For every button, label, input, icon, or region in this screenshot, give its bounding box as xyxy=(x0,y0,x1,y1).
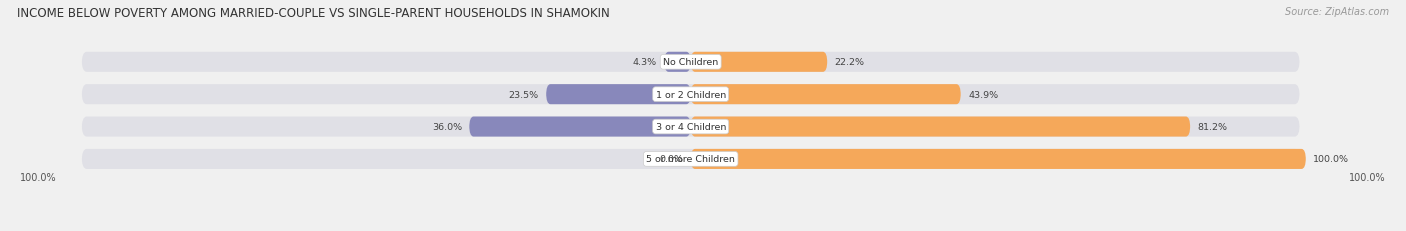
Text: Source: ZipAtlas.com: Source: ZipAtlas.com xyxy=(1285,7,1389,17)
Text: INCOME BELOW POVERTY AMONG MARRIED-COUPLE VS SINGLE-PARENT HOUSEHOLDS IN SHAMOKI: INCOME BELOW POVERTY AMONG MARRIED-COUPL… xyxy=(17,7,610,20)
FancyBboxPatch shape xyxy=(82,117,1299,137)
Text: 23.5%: 23.5% xyxy=(509,90,538,99)
FancyBboxPatch shape xyxy=(690,85,960,105)
FancyBboxPatch shape xyxy=(690,149,1306,169)
Text: 100.0%: 100.0% xyxy=(1350,172,1386,182)
Text: 0.0%: 0.0% xyxy=(659,155,683,164)
Text: No Children: No Children xyxy=(664,58,718,67)
Text: 1 or 2 Children: 1 or 2 Children xyxy=(655,90,725,99)
FancyBboxPatch shape xyxy=(546,85,690,105)
FancyBboxPatch shape xyxy=(82,85,1299,105)
Text: 4.3%: 4.3% xyxy=(633,58,657,67)
FancyBboxPatch shape xyxy=(82,52,1299,73)
FancyBboxPatch shape xyxy=(690,117,1189,137)
Text: 43.9%: 43.9% xyxy=(969,90,998,99)
Text: 100.0%: 100.0% xyxy=(20,172,56,182)
Text: 22.2%: 22.2% xyxy=(835,58,865,67)
Text: 100.0%: 100.0% xyxy=(1313,155,1350,164)
Text: 3 or 4 Children: 3 or 4 Children xyxy=(655,122,725,131)
Text: 81.2%: 81.2% xyxy=(1198,122,1227,131)
FancyBboxPatch shape xyxy=(664,52,690,73)
FancyBboxPatch shape xyxy=(690,52,827,73)
Text: 5 or more Children: 5 or more Children xyxy=(647,155,735,164)
Text: 36.0%: 36.0% xyxy=(432,122,461,131)
FancyBboxPatch shape xyxy=(470,117,690,137)
FancyBboxPatch shape xyxy=(82,149,1299,169)
